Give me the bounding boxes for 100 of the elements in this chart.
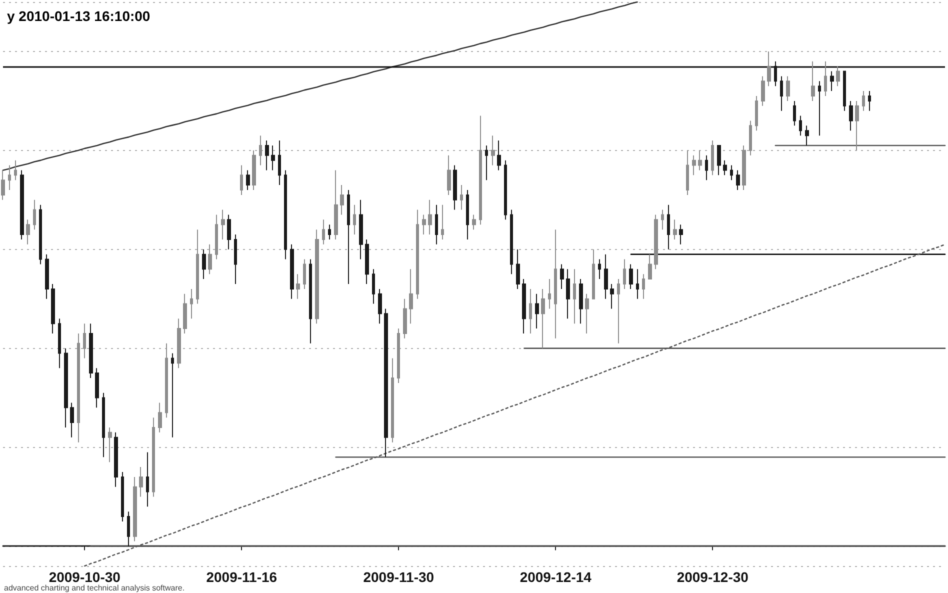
candlestick [309, 258, 312, 344]
candlestick [868, 90, 871, 112]
candlestick [416, 209, 419, 300]
candlestick [679, 224, 683, 245]
candlestick [654, 214, 658, 270]
candlestick [472, 214, 476, 230]
text: advanced charting and technical analysis software. [4, 584, 185, 592]
candlestick [793, 100, 796, 126]
candlestick [26, 219, 30, 245]
candlestick [497, 140, 501, 171]
candlestick [384, 308, 388, 458]
candlestick [585, 293, 589, 334]
chart-title: y 2010-01-13 16:10:00 [7, 8, 150, 24]
candlestick [673, 219, 677, 240]
candlestick [265, 140, 269, 171]
candlestick [830, 70, 834, 92]
candlestick [322, 219, 325, 245]
candlestick [604, 254, 608, 300]
candlestick [158, 402, 162, 433]
candlestick [592, 248, 595, 300]
candlestick [284, 170, 287, 260]
candlestick [121, 472, 124, 522]
x-tick-label: 2009-12-30 [676, 569, 749, 585]
candlestick [221, 209, 225, 240]
candlestick [183, 293, 187, 334]
candlestick [271, 144, 275, 171]
candlestick [8, 164, 11, 190]
candlestick [818, 80, 821, 136]
candlestick [560, 264, 564, 290]
candlestick [736, 170, 740, 190]
candlestick [447, 154, 451, 196]
x-tick-label: 2009-11-16 [206, 569, 278, 585]
candlestick [77, 332, 80, 443]
candlestick [152, 417, 155, 498]
candlestick [805, 125, 809, 146]
candlestick [202, 248, 206, 280]
candlestick [648, 254, 652, 280]
candlestick [196, 229, 199, 304]
candlestick [554, 229, 557, 339]
candlestick [240, 164, 243, 196]
candlestick [409, 268, 413, 324]
candlestick [742, 144, 746, 190]
candlestick [636, 268, 639, 300]
candlestick [598, 258, 601, 280]
candlestick [629, 264, 633, 290]
candlestick [610, 284, 614, 310]
candlestick [139, 466, 143, 498]
candlestick [491, 135, 495, 166]
candlestick [95, 368, 99, 408]
candlestick [58, 318, 61, 369]
candlestick [391, 358, 394, 443]
candlestick [114, 432, 118, 488]
candlestick [453, 164, 457, 210]
candlestick [548, 278, 551, 310]
x-tick-label: 2009-10-30 [48, 569, 121, 585]
candlestick [165, 342, 168, 418]
candlestick [755, 96, 758, 132]
candlestick [1, 170, 5, 200]
candlestick [435, 204, 438, 245]
candlestick [215, 214, 218, 260]
candlestick [579, 278, 583, 324]
candlestick [303, 258, 306, 290]
candlestick [89, 323, 93, 378]
candlestick [466, 190, 469, 240]
candlestick [108, 426, 112, 463]
candlestick [422, 214, 426, 236]
candlestick [64, 348, 68, 428]
candlestick [208, 244, 212, 275]
candlestick [397, 328, 400, 384]
candlestick [133, 476, 137, 542]
candlestick [780, 76, 783, 112]
candlestick [698, 150, 702, 171]
candlestick [730, 164, 733, 181]
candlestick [353, 204, 356, 236]
candlestick [102, 392, 105, 458]
candlestick [403, 298, 407, 339]
candlestick [372, 268, 375, 304]
candlestick [177, 318, 181, 369]
x-tick-label: 2009-12-14 [520, 569, 592, 585]
candlestick [761, 76, 765, 106]
candlestick [855, 100, 859, 151]
candlestick [252, 150, 256, 190]
candlestick [711, 140, 714, 176]
candlestick [83, 323, 86, 359]
candlestick [661, 209, 664, 230]
candlestick [516, 248, 520, 290]
candlestick [45, 254, 49, 300]
candlestick [334, 170, 338, 240]
candlestick [259, 135, 262, 166]
candlestick [234, 234, 237, 284]
candlestick [522, 278, 526, 334]
candlestick [20, 170, 24, 240]
candlestick [862, 90, 865, 112]
candlestick [541, 288, 545, 349]
candlestick [328, 224, 331, 240]
candlestick [485, 144, 488, 181]
candlestick [460, 184, 463, 210]
candlestick [667, 204, 670, 250]
candlestick [717, 144, 721, 176]
candlestick [749, 120, 752, 156]
